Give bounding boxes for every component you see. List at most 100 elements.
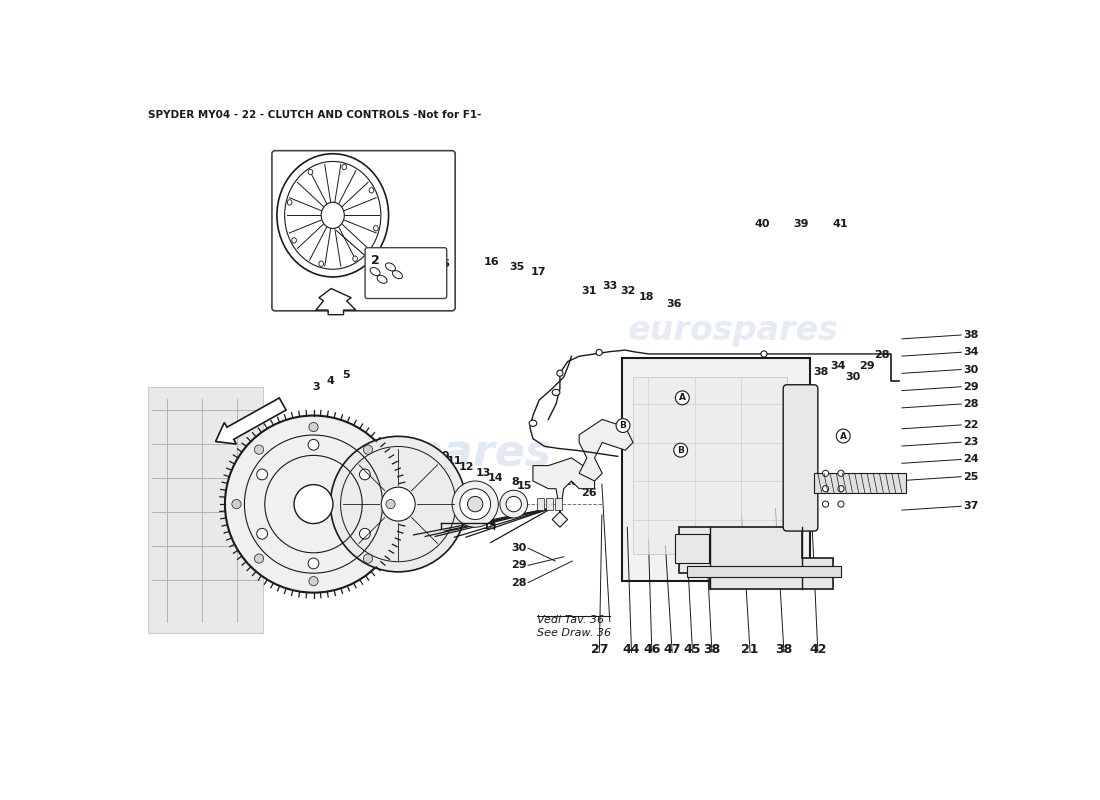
Text: 16: 16: [484, 258, 499, 267]
Text: 11: 11: [417, 517, 431, 527]
Text: 26: 26: [581, 488, 597, 498]
Polygon shape: [621, 358, 810, 581]
Circle shape: [557, 370, 563, 376]
Polygon shape: [680, 527, 834, 589]
Text: SPYDER MY04 - 22 - CLUTCH AND CONTROLS -Not for F1-: SPYDER MY04 - 22 - CLUTCH AND CONTROLS -…: [147, 110, 482, 120]
Circle shape: [468, 496, 483, 512]
Text: 38: 38: [814, 367, 829, 377]
FancyBboxPatch shape: [272, 150, 455, 311]
Text: 43: 43: [402, 270, 417, 280]
Text: 34: 34: [964, 347, 979, 358]
Ellipse shape: [308, 170, 312, 174]
Circle shape: [386, 499, 395, 509]
Text: 1: 1: [379, 278, 387, 288]
Text: B: B: [619, 421, 627, 430]
Circle shape: [673, 443, 688, 457]
Text: 30: 30: [964, 365, 979, 374]
Text: 2: 2: [372, 254, 379, 267]
Text: 42: 42: [810, 643, 826, 656]
Text: 24: 24: [964, 454, 979, 465]
Text: 14: 14: [487, 473, 503, 483]
Ellipse shape: [374, 226, 378, 231]
Text: 15: 15: [516, 481, 531, 491]
Circle shape: [823, 470, 828, 476]
Ellipse shape: [552, 390, 560, 395]
Circle shape: [506, 496, 521, 512]
Text: 5: 5: [330, 469, 338, 478]
Circle shape: [363, 554, 373, 563]
FancyBboxPatch shape: [674, 534, 708, 562]
Text: 29: 29: [859, 361, 874, 371]
Text: 46: 46: [644, 643, 660, 656]
Text: A: A: [679, 394, 685, 402]
Circle shape: [838, 470, 844, 476]
Text: 9: 9: [469, 490, 476, 500]
Circle shape: [309, 577, 318, 586]
Text: 38: 38: [964, 330, 979, 340]
Circle shape: [360, 469, 371, 480]
FancyArrow shape: [216, 398, 286, 444]
Text: 10: 10: [434, 451, 450, 461]
Circle shape: [254, 445, 264, 454]
Text: 7: 7: [425, 264, 432, 274]
Ellipse shape: [342, 164, 346, 170]
Text: 28: 28: [874, 350, 890, 360]
FancyBboxPatch shape: [814, 474, 906, 493]
Text: 23: 23: [964, 437, 979, 447]
Text: 27: 27: [591, 643, 608, 656]
Circle shape: [256, 528, 267, 539]
Text: 36: 36: [667, 299, 682, 310]
Text: 17: 17: [530, 267, 546, 278]
Text: 44: 44: [623, 643, 640, 656]
Text: 28: 28: [964, 399, 979, 409]
Circle shape: [308, 558, 319, 569]
Text: 37: 37: [964, 502, 979, 511]
Text: 3: 3: [312, 382, 320, 393]
Text: 32: 32: [620, 286, 636, 296]
Polygon shape: [580, 419, 634, 481]
Text: 39: 39: [793, 219, 808, 230]
Circle shape: [363, 445, 373, 454]
Text: 21: 21: [741, 643, 759, 656]
Text: 13: 13: [475, 468, 491, 478]
Circle shape: [675, 391, 690, 405]
Polygon shape: [534, 458, 594, 527]
Circle shape: [499, 490, 528, 518]
Circle shape: [256, 469, 267, 480]
Text: 18: 18: [639, 292, 654, 302]
Circle shape: [596, 350, 603, 355]
Text: 14: 14: [458, 517, 473, 527]
Text: eurospares: eurospares: [271, 432, 552, 474]
Text: 10: 10: [406, 516, 421, 526]
Text: 35: 35: [509, 262, 525, 272]
FancyBboxPatch shape: [365, 248, 447, 298]
Text: 22: 22: [964, 420, 979, 430]
Circle shape: [836, 429, 850, 443]
Circle shape: [232, 499, 241, 509]
Text: 11: 11: [447, 456, 462, 466]
Text: 30: 30: [512, 543, 527, 553]
Ellipse shape: [319, 261, 323, 266]
FancyBboxPatch shape: [783, 385, 818, 531]
Text: B: B: [678, 446, 684, 454]
Ellipse shape: [287, 200, 292, 205]
Text: 30: 30: [846, 372, 861, 382]
FancyBboxPatch shape: [546, 498, 553, 510]
Text: 33: 33: [603, 281, 618, 290]
Text: A: A: [839, 431, 847, 441]
Circle shape: [254, 554, 264, 563]
FancyBboxPatch shape: [147, 387, 264, 634]
Circle shape: [360, 528, 371, 539]
Text: 4: 4: [316, 466, 323, 475]
FancyBboxPatch shape: [556, 498, 562, 510]
Text: 29: 29: [964, 382, 979, 392]
FancyBboxPatch shape: [686, 566, 842, 578]
Text: 28: 28: [512, 578, 527, 588]
Text: 8: 8: [512, 477, 519, 486]
Circle shape: [823, 486, 828, 492]
Text: 38: 38: [703, 643, 720, 656]
FancyBboxPatch shape: [634, 377, 788, 554]
Text: 29: 29: [510, 560, 527, 570]
Text: 15: 15: [483, 521, 497, 531]
Text: 3: 3: [304, 462, 311, 473]
